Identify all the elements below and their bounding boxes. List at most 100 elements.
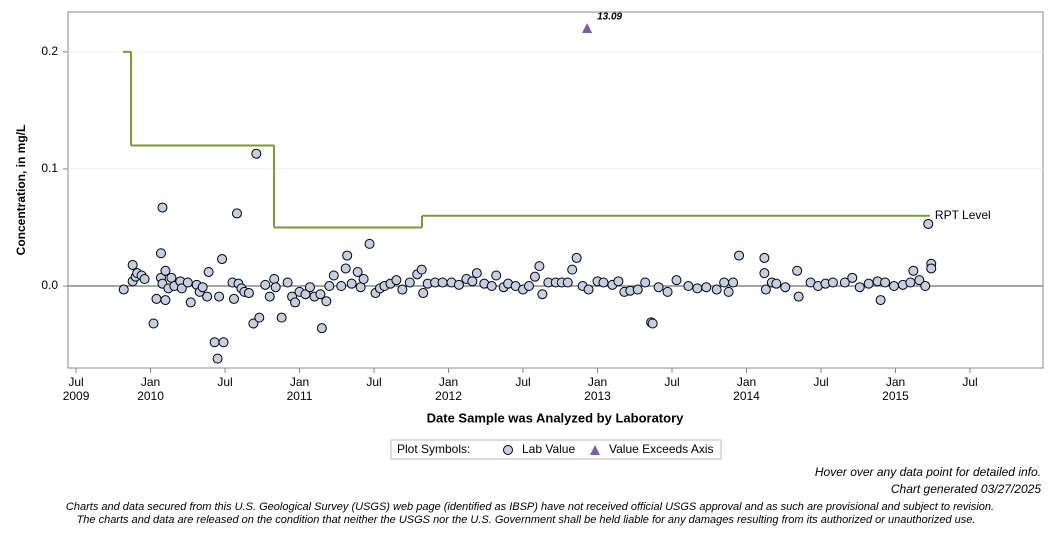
x-tick-label: Jul [366,375,381,389]
x-axis-label: Date Sample was Analyzed by Laboratory [427,410,684,425]
data-point [662,286,673,297]
data-point [719,277,730,288]
data-point [759,268,770,279]
data-point [397,284,408,295]
disclaimer: Charts and data secured from this U.S. G… [66,501,994,513]
legend-label: Value Exceeds Axis [609,442,714,456]
data-point [418,288,429,299]
data-point [920,281,931,292]
data-point [355,282,366,293]
data-point [792,265,803,276]
x-tick-label: Jan [439,375,458,389]
data-point [151,293,162,304]
rpt-label: RPT Level [935,208,991,222]
data-point [471,268,482,279]
data-point [529,271,540,282]
data-point [486,281,497,292]
legend-symbol [503,445,513,455]
data-point [926,263,937,274]
data-point [218,337,229,348]
data-point [711,284,722,295]
x-tick-label: Jan [886,375,905,389]
data-point [908,265,919,276]
x-tick-label: Jul [664,375,679,389]
data-point [491,270,502,281]
data-point [264,291,275,302]
data-point [304,282,315,293]
data-point [523,281,534,292]
data-point [437,277,448,288]
data-point [701,282,712,293]
data-point [118,284,129,295]
data-point [202,291,213,302]
x-year-label: 2013 [584,389,611,403]
data-point [683,281,694,292]
data-point [260,279,271,290]
data-point [316,323,327,334]
data-point [217,254,228,265]
exceeds-label: 13.09 [597,12,622,23]
x-tick-label: Jul [217,375,232,389]
x-tick-label: Jul [515,375,530,389]
data-point [160,295,171,306]
disclaimer: The charts and data are released on the … [77,514,976,526]
x-year-label: 2012 [435,389,462,403]
data-point [157,202,168,213]
data-point [166,272,177,283]
y-tick-label: 0.1 [41,161,58,175]
data-point [282,277,293,288]
x-tick-label: Jul [962,375,977,389]
data-point [148,318,159,329]
data-point [276,312,287,323]
y-axis-label: Concentration, in mg/L [14,125,28,256]
data-point [647,318,658,329]
x-tick-label: Jul [813,375,828,389]
data-point [671,275,682,286]
data-point [760,284,771,295]
data-point [537,289,548,300]
data-point [251,148,262,159]
data-point [416,264,427,275]
data-point [364,238,375,249]
x-year-label: 2010 [137,389,164,403]
data-point [214,291,225,302]
data-point [759,252,770,263]
data-point [467,276,478,287]
data-point [793,291,804,302]
data-point [336,281,347,292]
x-tick-label: Jul [68,375,83,389]
data-point [342,250,353,261]
x-year-label: 2014 [733,389,760,403]
data-point [734,250,745,261]
data-point [231,208,242,219]
data-point [212,353,223,364]
x-tick-label: Jan [588,375,607,389]
x-year-label: 2009 [63,389,90,403]
data-point [640,277,651,288]
data-point [723,286,734,297]
data-point [889,281,900,292]
data-point [139,274,150,284]
data-point [127,259,138,270]
data-point [453,279,464,290]
exceeds-marker [582,23,593,33]
data-point [847,272,858,283]
data-point [613,276,624,287]
data-point [875,295,886,306]
note: Chart generated 03/27/2025 [891,482,1041,496]
data-point [328,270,339,281]
data-point [653,282,664,293]
data-point [270,282,281,293]
data-point [728,277,739,288]
data-point [315,289,326,300]
data-point [780,282,791,293]
x-year-label: 2015 [882,389,909,403]
data-point [863,278,874,289]
data-point [209,337,220,348]
data-point [243,288,254,299]
data-point [160,265,171,276]
legend-title: Plot Symbols: [397,442,470,456]
data-point [839,277,850,288]
data-point [324,281,335,292]
